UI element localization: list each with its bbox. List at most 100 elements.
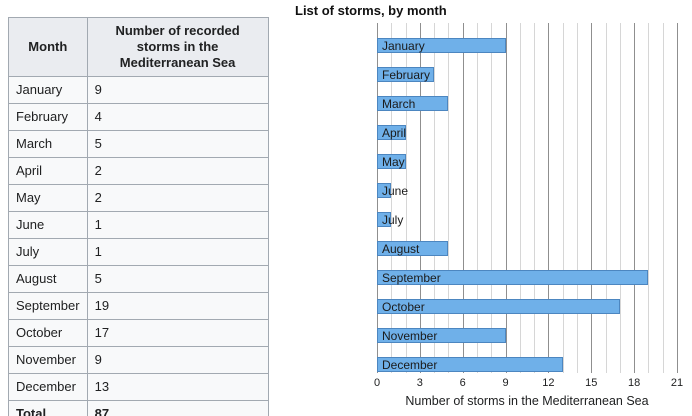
cell-storm-count: 17 — [86, 319, 269, 347]
gridline-9 — [505, 23, 507, 373]
cell-month: January — [8, 76, 88, 104]
table-row-june: June 1 — [8, 211, 269, 239]
cell-month: April — [8, 157, 88, 185]
total-value: 87 — [86, 400, 269, 416]
table-body: January 9 February 4 March 5 April 2 May 2 June 1 Ju… — [8, 76, 269, 401]
cell-storm-count: 9 — [86, 76, 269, 104]
bar-label-january: January — [382, 39, 425, 53]
cell-month: October — [8, 319, 88, 347]
table-row-october: October 17 — [8, 319, 269, 347]
cell-month: June — [8, 211, 88, 239]
bar-september: September — [377, 270, 649, 285]
bar-label-october: October — [382, 300, 425, 314]
cell-month: November — [8, 346, 88, 374]
table-row-september: September 19 — [8, 292, 269, 320]
gridline-20 — [662, 23, 664, 373]
bar-label-may: May — [382, 155, 405, 169]
bar-july: July — [377, 212, 403, 227]
gridline-10 — [519, 23, 521, 373]
gridline-21 — [677, 23, 678, 373]
table-row-august: August 5 — [8, 265, 269, 293]
bar-label-september: September — [382, 271, 441, 285]
cell-storm-count: 9 — [86, 346, 269, 374]
table-row-march: March 5 — [8, 130, 269, 158]
cell-storm-count: 2 — [86, 157, 269, 185]
gridline-13 — [562, 23, 564, 373]
x-tick-3: 3 — [416, 377, 423, 389]
table-row-april: April 2 — [8, 157, 269, 185]
gridline-3 — [419, 23, 421, 373]
bar-label-february: February — [382, 68, 431, 82]
cell-month: July — [8, 238, 88, 266]
gridline-18 — [634, 23, 636, 373]
table-row-may: May 2 — [8, 184, 269, 212]
gridline-8 — [491, 23, 493, 373]
col-header-storm-count: Number of recorded storms in the Mediter… — [86, 17, 269, 77]
table-row-february: February 4 — [8, 103, 269, 131]
table-row-july: July 1 — [8, 238, 269, 266]
total-label: Total — [8, 400, 88, 416]
x-axis-label: Number of storms in the Mediterranean Se… — [405, 394, 649, 408]
cell-month: March — [8, 130, 88, 158]
bar-november: November — [377, 328, 506, 343]
col-header-month: Month — [8, 17, 88, 77]
cell-storm-count: 1 — [86, 238, 269, 266]
gridline-17 — [619, 23, 621, 373]
bar-february: February — [377, 67, 435, 82]
bar-april: April — [377, 125, 406, 140]
gridline-15 — [591, 23, 593, 373]
bar-label-august: August — [382, 242, 420, 256]
table-row-december: December 13 — [8, 373, 269, 401]
bar-june: June — [377, 183, 408, 198]
gridline-5 — [448, 23, 450, 373]
cell-storm-count: 4 — [86, 103, 269, 131]
cell-month: December — [8, 373, 88, 401]
table-total-row: Total 87 — [8, 400, 269, 416]
gridline-2 — [405, 23, 407, 373]
gridline-14 — [577, 23, 578, 373]
x-tick-6: 6 — [459, 377, 466, 389]
cell-storm-count: 1 — [86, 211, 269, 239]
cell-storm-count: 5 — [86, 265, 269, 293]
chart-title: List of storms, by month — [295, 3, 447, 18]
gridline-12 — [548, 23, 550, 373]
bar-label-june: June — [382, 184, 409, 198]
gridline-19 — [648, 23, 650, 373]
gridline-6 — [462, 23, 464, 373]
bar-label-march: March — [382, 97, 416, 111]
x-tick-0: 0 — [373, 377, 381, 389]
storms-table: Month Number of recorded storms in the M… — [8, 17, 269, 416]
cell-storm-count: 2 — [86, 184, 269, 212]
cell-month: August — [8, 265, 88, 293]
x-tick-15: 15 — [585, 377, 598, 389]
cell-storm-count: 5 — [86, 130, 269, 158]
gridline-0 — [377, 23, 378, 373]
cell-month: May — [8, 184, 88, 212]
x-tick-21: 21 — [670, 377, 684, 389]
bar-label-july: July — [382, 213, 404, 227]
bar-label-november: November — [382, 329, 438, 343]
table-row-november: November 9 — [8, 346, 269, 374]
table-header-row: Month Number of recorded storms in the M… — [8, 17, 269, 77]
bar-label-december: December — [382, 358, 438, 372]
x-tick-12: 12 — [542, 377, 555, 389]
plot-area: January February March April May June July Augu… — [377, 23, 678, 373]
bar-may: May — [377, 154, 406, 169]
bar-august: August — [377, 241, 449, 256]
table-row-january: January 9 — [8, 76, 269, 104]
gridline-4 — [434, 23, 436, 373]
bar-october: October — [377, 299, 620, 314]
cell-storm-count: 13 — [86, 373, 269, 401]
gridline-1 — [391, 23, 393, 373]
gridline-11 — [534, 23, 536, 373]
bar-label-april: April — [382, 126, 407, 140]
gridline-7 — [477, 23, 478, 373]
bar-december: December — [377, 357, 563, 372]
cell-storm-count: 19 — [86, 292, 269, 320]
bar-march: March — [377, 96, 449, 111]
cell-month: September — [8, 292, 88, 320]
x-tick-9: 9 — [502, 377, 509, 389]
cell-month: February — [8, 103, 88, 131]
bar-january: January — [377, 38, 506, 53]
